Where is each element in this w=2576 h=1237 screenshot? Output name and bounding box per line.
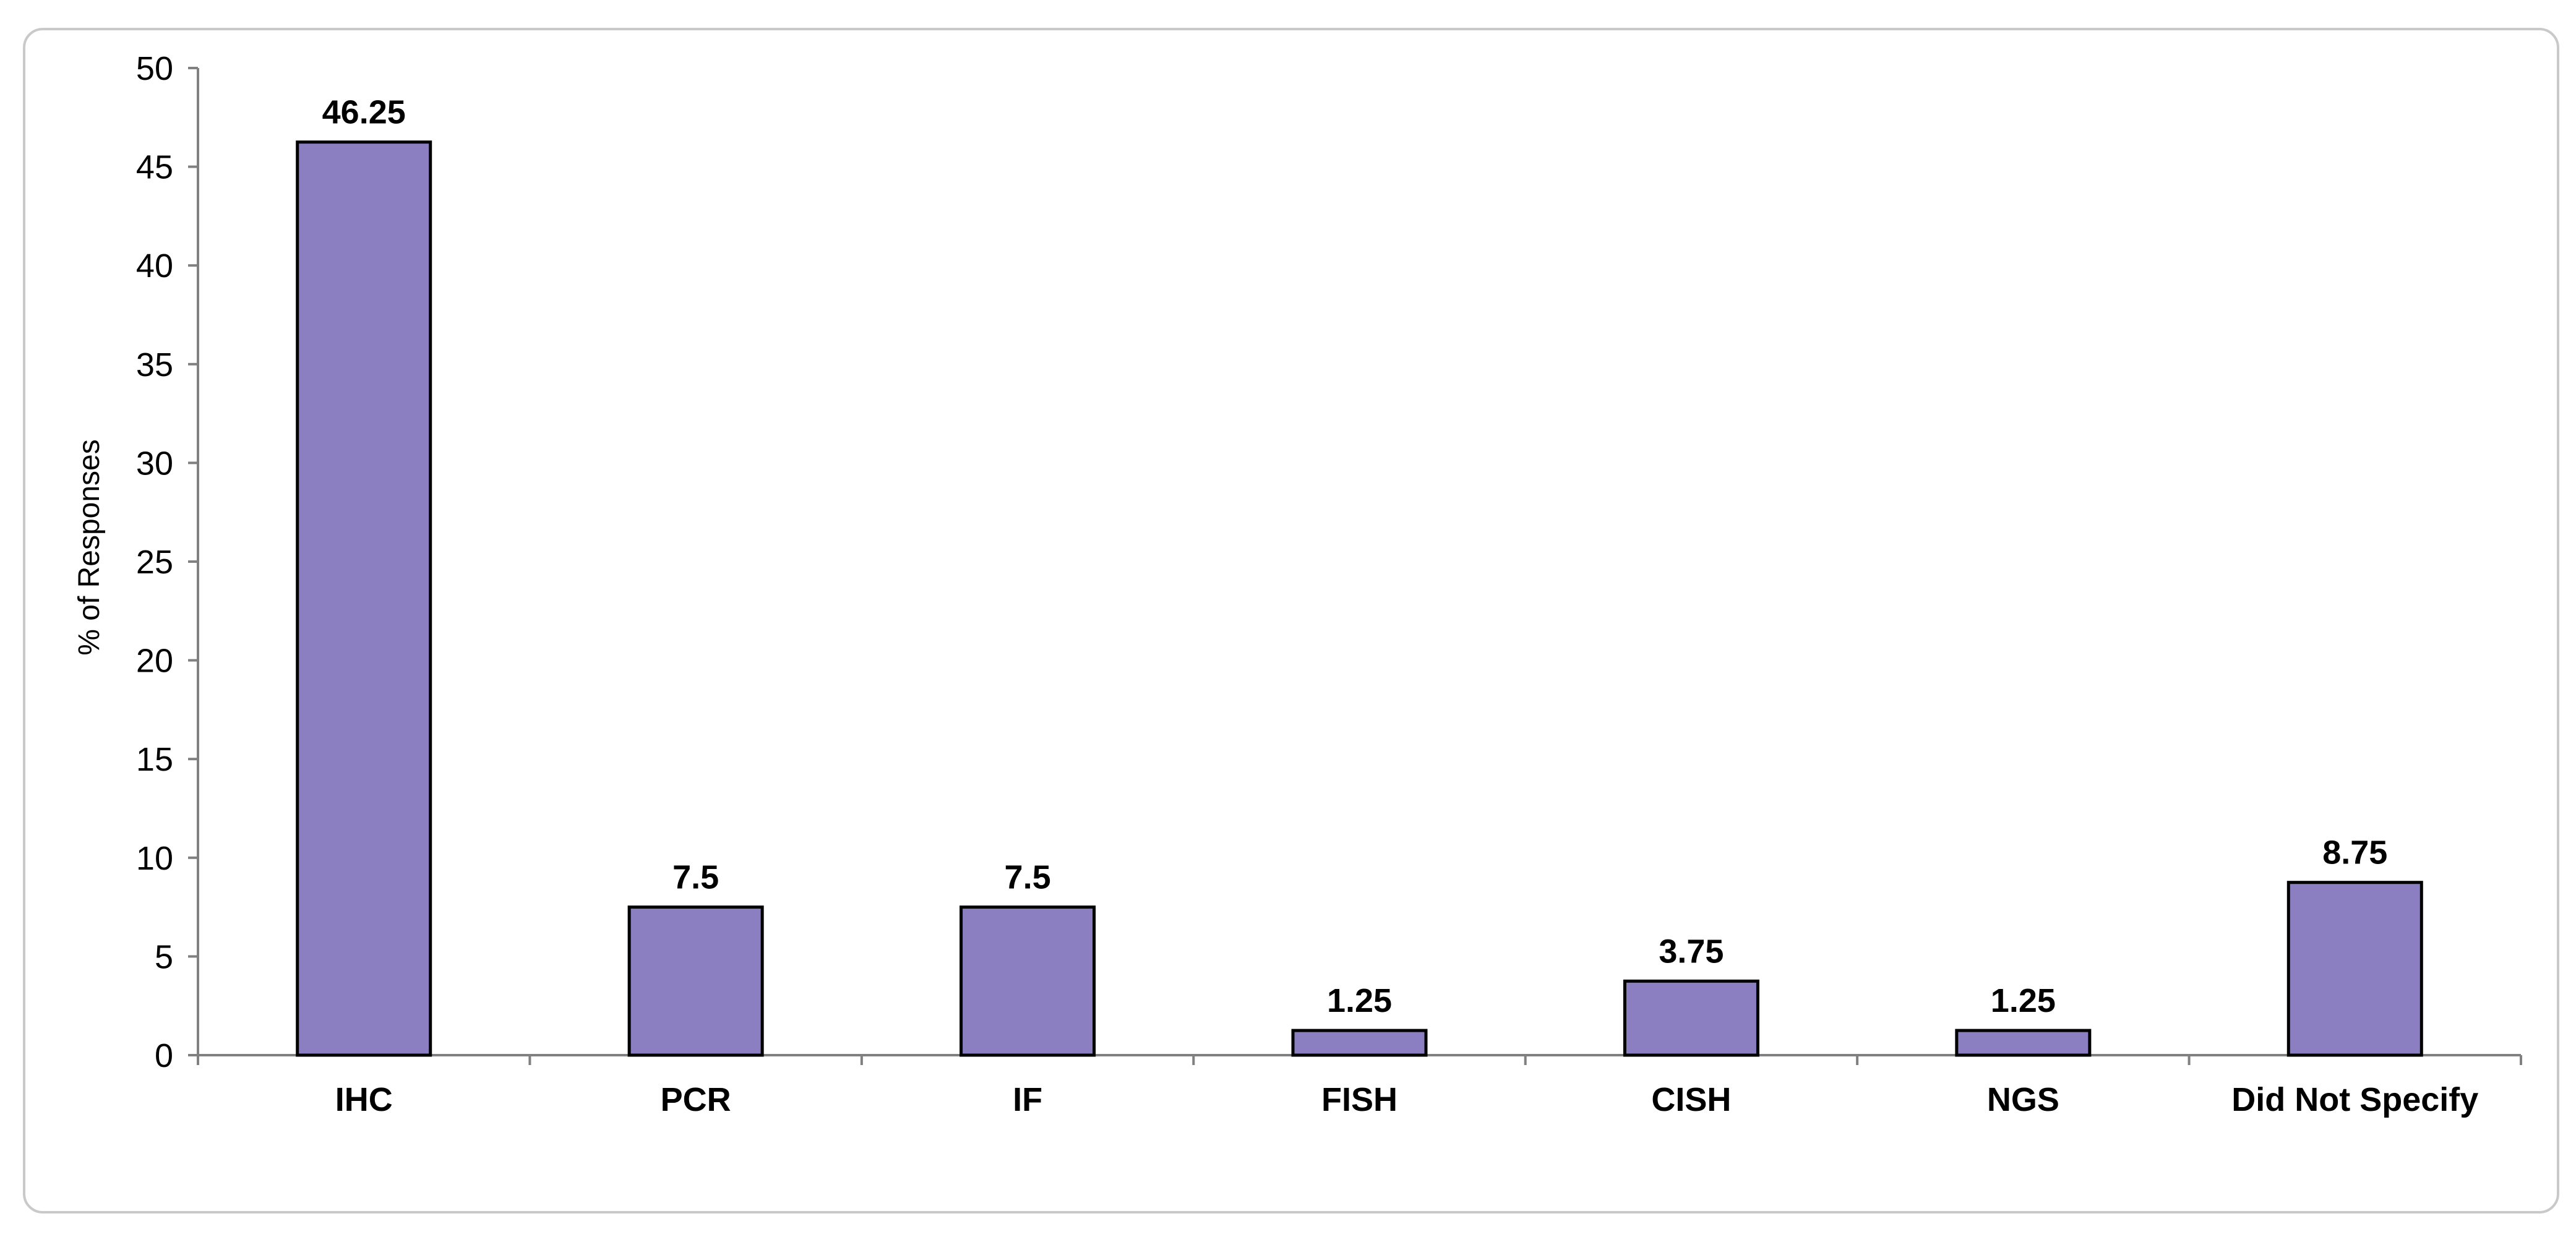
- y-tick-label: 30: [136, 445, 173, 482]
- y-axis-title: % of Responses: [73, 439, 106, 656]
- y-tick-label: 20: [136, 643, 173, 680]
- bars: [296, 140, 2423, 1057]
- data-label: 7.5: [672, 859, 719, 896]
- y-tick-label: 40: [136, 247, 173, 285]
- bar-if: [960, 905, 1096, 1057]
- y-tick-label: 45: [136, 149, 173, 186]
- bar-did-not-specify: [2286, 881, 2423, 1057]
- bar-pcr: [627, 905, 764, 1057]
- y-tick-label: 0: [155, 1037, 173, 1074]
- data-label: 8.75: [2322, 834, 2387, 871]
- data-labels: 46.25 7.5 7.5 1.25 3.75 1.25 8.75: [322, 94, 2388, 1019]
- y-tick-label: 25: [136, 544, 173, 581]
- data-label: 46.25: [322, 94, 406, 131]
- category-label: PCR: [661, 1081, 731, 1118]
- chart-frame: [23, 28, 2559, 1213]
- category-label: IHC: [335, 1081, 393, 1118]
- category-label: NGS: [1987, 1081, 2059, 1118]
- y-tick-label: 5: [155, 938, 173, 975]
- y-tick-label: 35: [136, 346, 173, 383]
- y-tick-label: 10: [136, 840, 173, 877]
- data-label: 1.25: [1327, 982, 1392, 1019]
- bar-cish: [1623, 979, 1759, 1057]
- data-label: 7.5: [1005, 859, 1051, 896]
- category-label: CISH: [1651, 1081, 1731, 1118]
- y-axis: 0 5 10 15 20 25 30 35 40 45 50: [136, 50, 199, 1074]
- category-labels: IHC PCR IF FISH CISH NGS Did Not Specify: [335, 1081, 2479, 1118]
- y-tick-label: 15: [136, 741, 173, 778]
- bar-fish: [1291, 1029, 1428, 1057]
- y-tick-label: 50: [136, 50, 173, 87]
- bar-ngs: [1955, 1029, 2092, 1057]
- category-label: IF: [1013, 1081, 1042, 1118]
- category-label: FISH: [1321, 1081, 1397, 1118]
- data-label: 3.75: [1659, 933, 1724, 970]
- bar-ihc: [296, 140, 432, 1057]
- data-label: 1.25: [1991, 982, 2056, 1019]
- category-label: Did Not Specify: [2231, 1081, 2478, 1118]
